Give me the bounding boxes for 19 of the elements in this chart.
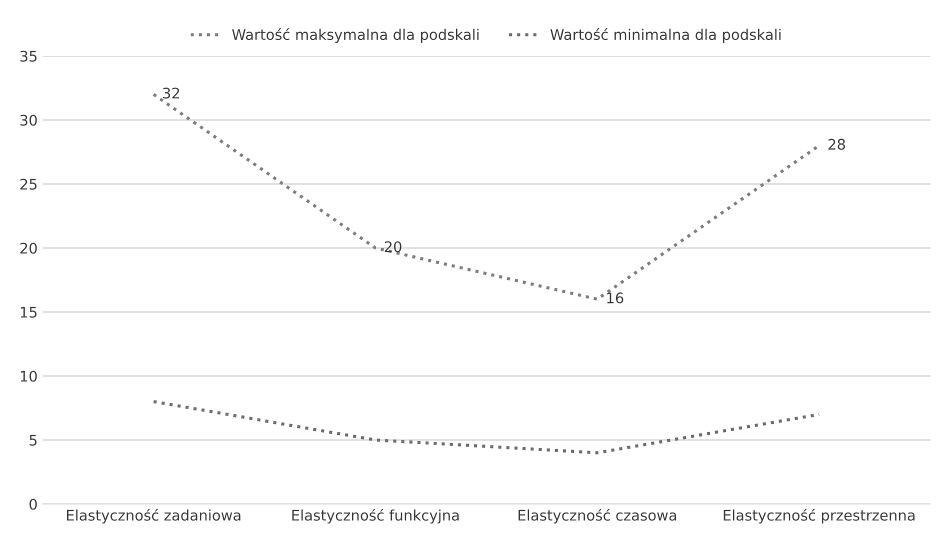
data-label: 16 (607, 292, 624, 304)
x-tick-label: Elastyczność zadaniowa (67, 508, 240, 524)
legend-label: Wartość maksymalna dla podskali (232, 28, 479, 43)
x-tick-label: Elastyczność czasowa (518, 508, 676, 524)
legend-label: Wartość minimalna dla podskali (550, 28, 781, 43)
y-tick-label: 30 (20, 114, 37, 126)
y-tick-label: 20 (20, 242, 37, 254)
y-tick-label: 35 (20, 50, 37, 62)
y-tick-label: 25 (20, 178, 37, 190)
y-tick-label: 15 (20, 306, 37, 318)
y-tick-label: 0 (30, 498, 37, 510)
line-series (152, 400, 821, 454)
x-tick-label: Elastyczność przestrzenna (724, 508, 915, 524)
y-tick-label: 5 (30, 434, 37, 446)
data-label: 20 (384, 241, 402, 252)
x-tick-label: Elastyczność funkcyjna (292, 508, 459, 524)
y-tick-label: 10 (20, 370, 37, 382)
data-label: 28 (828, 138, 845, 150)
data-label: 32 (163, 88, 180, 99)
